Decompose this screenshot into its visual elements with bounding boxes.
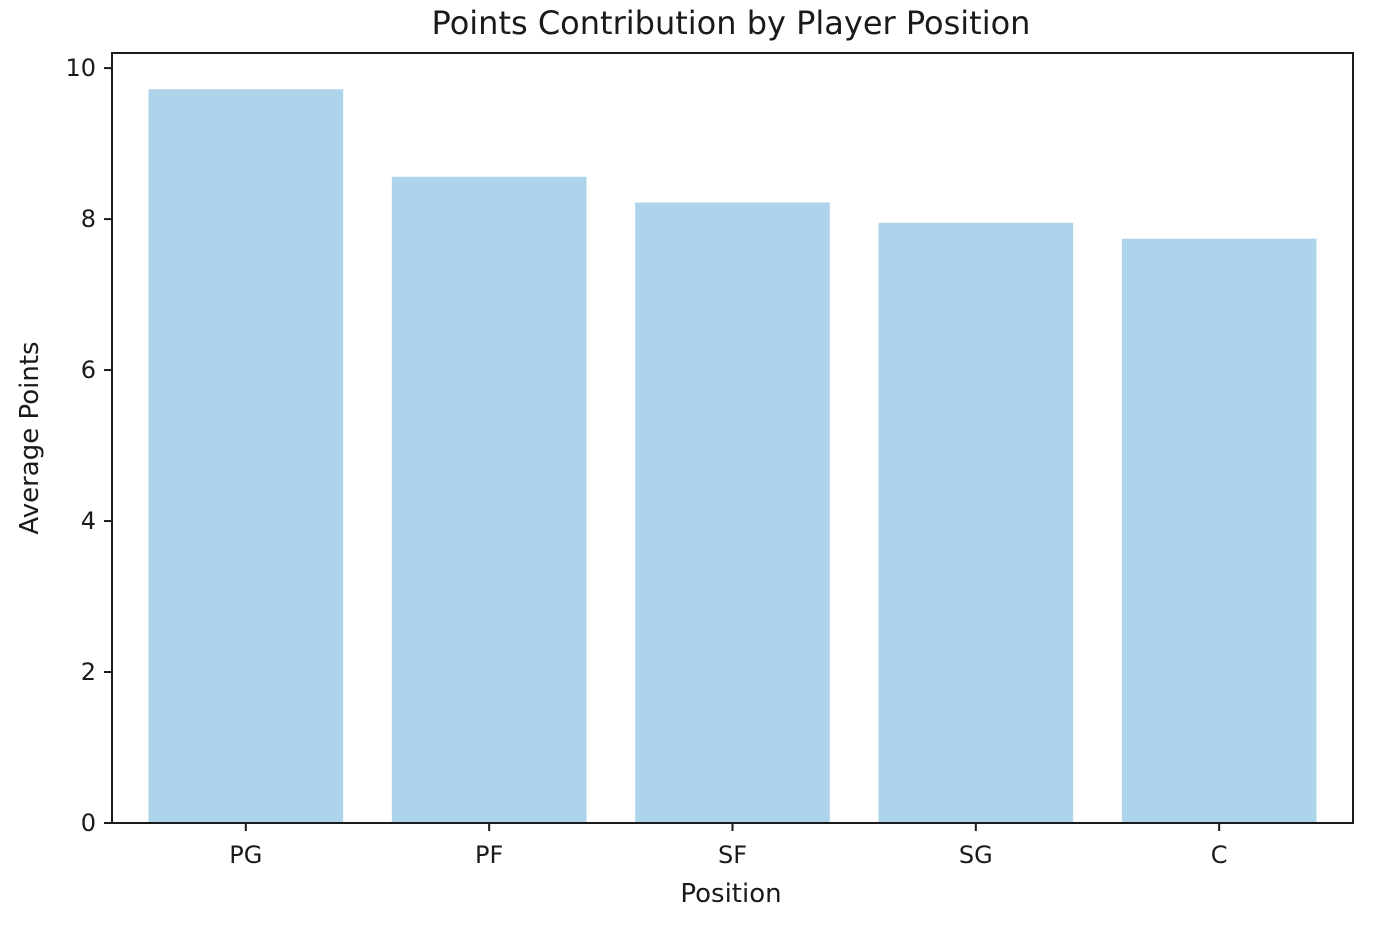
y-tick-label: 2 [81,658,96,686]
y-axis-label: Average Points [15,341,45,534]
x-tick-label: SG [959,841,993,869]
y-tick-label: 8 [81,205,96,233]
y-axis-ticks: 0 2 4 6 8 10 [65,54,112,837]
bar-sg [878,222,1074,824]
bars-layer [148,89,1317,824]
bar-pf [391,176,587,823]
x-tick-label: PF [475,841,503,869]
x-tick-label: PG [229,841,262,869]
y-tick-label: 10 [65,54,96,82]
y-tick-label: 6 [81,356,96,384]
bar-sf [635,202,830,823]
plot-area-frame [111,52,1354,824]
bar-c [1121,238,1317,824]
y-tick-label: 0 [81,809,96,837]
x-tick-label: SF [718,841,747,869]
y-tick-label: 4 [81,507,96,535]
x-axis-label: Position [680,879,781,909]
x-tick-label: C [1211,841,1228,869]
chart-title: Points Contribution by Player Position [432,4,1031,42]
x-axis-ticks: PG PF SF SG C [229,823,1228,869]
bar-pg [148,89,344,823]
